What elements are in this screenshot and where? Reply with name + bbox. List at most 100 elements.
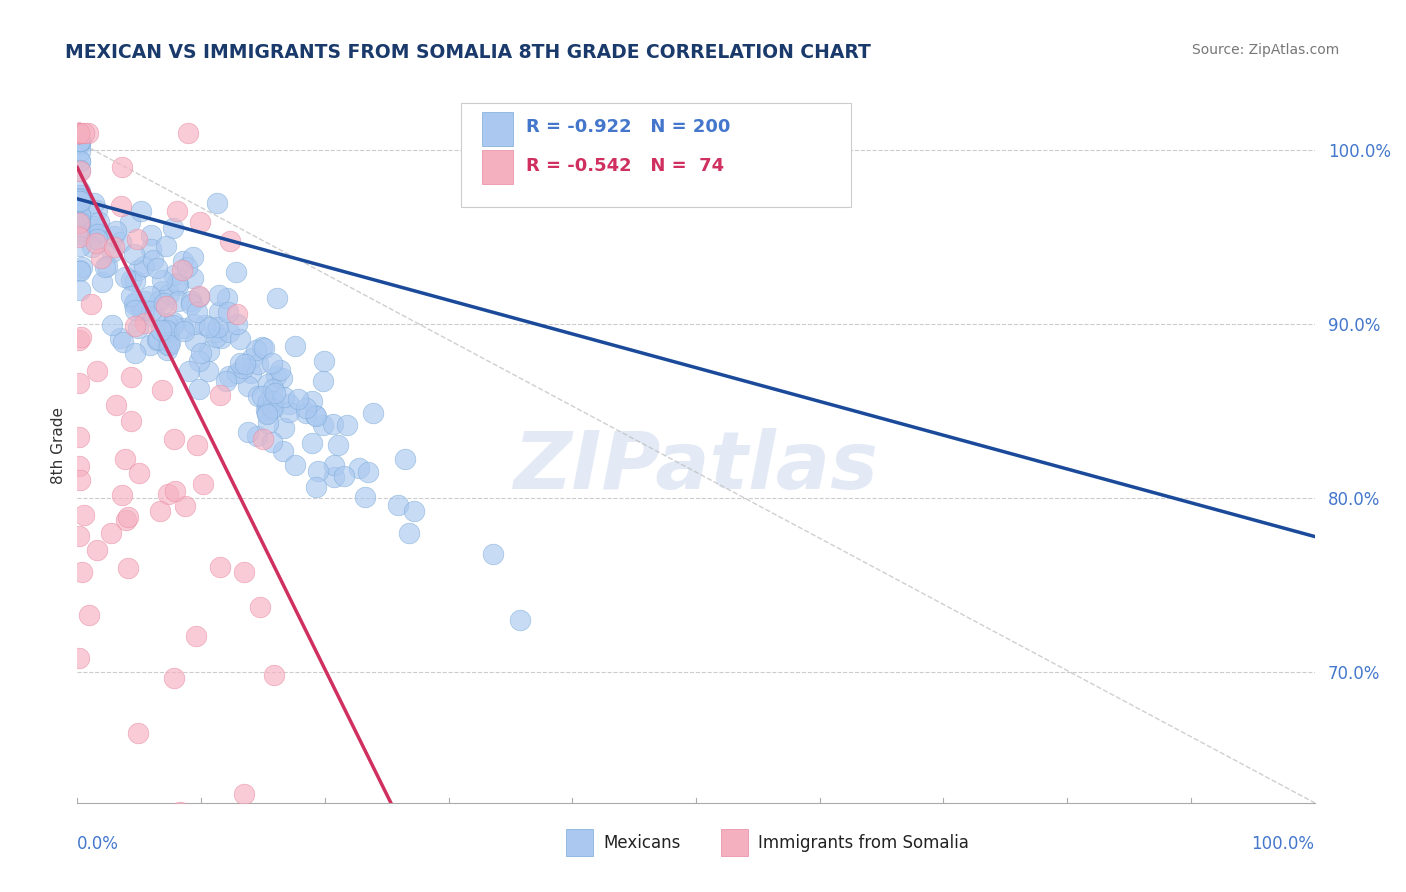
FancyBboxPatch shape <box>567 830 593 856</box>
Point <box>166 203 188 218</box>
Point <box>124 318 146 333</box>
Point <box>150 273 173 287</box>
Point <box>128 466 150 480</box>
Point <box>260 356 283 370</box>
Point <box>252 389 274 403</box>
Text: 100.0%: 100.0% <box>1251 835 1315 853</box>
Point <box>273 421 295 435</box>
Point <box>69 224 91 238</box>
Point <box>117 561 139 575</box>
Point <box>69 212 91 227</box>
Point <box>69 135 91 149</box>
Point <box>69 135 91 149</box>
Point <box>69 264 91 278</box>
Point <box>69 135 91 149</box>
Point <box>215 374 238 388</box>
Point <box>108 331 131 345</box>
Point <box>305 409 328 423</box>
Point <box>254 402 277 417</box>
Point <box>166 276 188 290</box>
Point <box>301 436 323 450</box>
Point <box>69 144 91 158</box>
Point <box>188 215 211 229</box>
Point <box>105 224 128 238</box>
Point <box>240 351 263 365</box>
Point <box>120 414 142 428</box>
Point <box>127 232 149 246</box>
Point <box>228 356 250 370</box>
Point <box>148 294 170 309</box>
Point <box>273 390 295 404</box>
Point <box>124 302 146 317</box>
Point <box>69 154 91 169</box>
Point <box>69 188 91 202</box>
Point <box>67 126 90 140</box>
Text: 0.0%: 0.0% <box>77 835 120 853</box>
Y-axis label: 8th Grade: 8th Grade <box>51 408 66 484</box>
Point <box>184 628 207 642</box>
Point <box>284 458 307 473</box>
Point <box>247 389 270 403</box>
Point <box>233 357 256 371</box>
Point <box>322 417 344 431</box>
Point <box>194 318 217 332</box>
Point <box>249 599 271 614</box>
Point <box>69 209 91 223</box>
Point <box>188 290 211 304</box>
Point <box>69 215 91 229</box>
Point <box>271 443 294 458</box>
Point <box>69 192 91 206</box>
Point <box>69 263 91 277</box>
Point <box>256 407 278 421</box>
Point <box>205 196 228 211</box>
Point <box>69 184 91 198</box>
Point <box>152 383 174 397</box>
Point <box>233 787 256 801</box>
Point <box>176 260 198 274</box>
Point <box>86 227 108 241</box>
Point <box>67 126 90 140</box>
Point <box>67 126 90 140</box>
Text: Mexicans: Mexicans <box>603 835 681 853</box>
Point <box>70 330 93 344</box>
Point <box>307 464 329 478</box>
Point <box>110 487 132 501</box>
Point <box>120 273 142 287</box>
Point <box>177 364 200 378</box>
Point <box>167 293 190 308</box>
Point <box>67 126 90 140</box>
Point <box>226 307 249 321</box>
Point <box>139 338 162 352</box>
Point <box>481 548 503 562</box>
Point <box>67 333 90 347</box>
Point <box>509 613 531 627</box>
Point <box>236 379 259 393</box>
Point <box>110 235 132 250</box>
Point <box>84 236 107 251</box>
Point <box>101 318 124 333</box>
Point <box>277 397 299 411</box>
Point <box>67 126 90 140</box>
Point <box>191 476 214 491</box>
Point <box>114 269 136 284</box>
Point <box>156 338 179 352</box>
Point <box>67 126 90 140</box>
Point <box>239 366 262 380</box>
Point <box>114 451 136 466</box>
Point <box>250 340 273 354</box>
Point <box>69 195 91 210</box>
Point <box>67 126 90 140</box>
Point <box>387 498 409 512</box>
Point <box>304 408 326 422</box>
Point <box>198 319 221 334</box>
Point <box>253 341 276 355</box>
Point <box>402 504 425 518</box>
Point <box>197 364 219 378</box>
Point <box>67 216 90 230</box>
Point <box>323 469 346 483</box>
Point <box>172 321 194 335</box>
Point <box>124 246 146 260</box>
Point <box>111 160 134 174</box>
Point <box>69 228 91 243</box>
Point <box>101 244 124 259</box>
